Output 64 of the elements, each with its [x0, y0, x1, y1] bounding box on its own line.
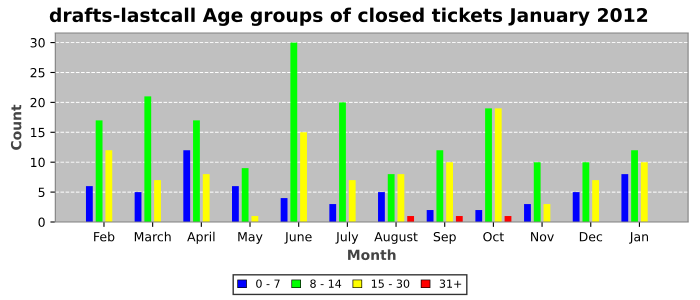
bar	[105, 150, 112, 222]
bar	[398, 174, 404, 222]
bar	[592, 180, 600, 222]
bar	[134, 192, 142, 222]
bar	[407, 216, 414, 222]
y-tick-label: 25	[30, 68, 44, 78]
x-tick-label: Jan	[629, 232, 648, 244]
y-tick-label: 30	[30, 38, 45, 48]
bar	[640, 162, 648, 222]
bar	[329, 204, 336, 222]
x-tick-label: June	[284, 232, 312, 244]
legend-label: 31+	[440, 279, 462, 288]
x-tick-label: March	[134, 232, 171, 242]
bar	[494, 108, 502, 222]
x-tick-label: Sep	[434, 232, 456, 244]
bar	[426, 210, 434, 222]
x-tick-label: August	[374, 232, 418, 244]
bar	[504, 216, 512, 222]
bar	[144, 96, 152, 222]
bar	[232, 186, 239, 222]
bar	[154, 180, 161, 222]
bar	[300, 132, 307, 222]
bar	[242, 168, 249, 222]
legend-label: 0 - 7	[256, 279, 280, 288]
y-tick-label: 5	[38, 188, 44, 198]
y-tick-label: 20	[30, 98, 45, 108]
bar	[86, 186, 93, 222]
bar	[436, 150, 444, 222]
y-axis-title: Count	[10, 104, 22, 150]
x-tick-label: April	[187, 232, 214, 244]
x-tick-label: July	[335, 232, 358, 244]
x-tick-label: Oct	[483, 232, 504, 242]
bar	[378, 192, 385, 222]
legend-label: 15 - 30	[372, 279, 410, 288]
bar	[446, 162, 453, 222]
bar	[183, 150, 190, 222]
bar	[280, 198, 288, 222]
x-tick-label: Feb	[94, 232, 114, 242]
bar	[485, 108, 492, 222]
bar	[631, 150, 638, 222]
bar	[388, 174, 395, 222]
bar	[544, 204, 550, 222]
x-axis-title: Month	[348, 249, 396, 260]
y-tick-label: 0	[38, 217, 45, 227]
bar	[339, 102, 346, 222]
legend-label: 8 - 14	[310, 279, 342, 288]
y-tick-label: 15	[31, 128, 44, 138]
bar	[524, 204, 531, 222]
bar	[534, 162, 541, 222]
bar	[290, 42, 298, 222]
chart-title: drafts-lastcall Age groups of closed tickets January 2012	[50, 8, 648, 26]
bar	[475, 210, 482, 222]
bar	[251, 216, 258, 222]
x-tick-label: May	[238, 232, 263, 244]
bar	[96, 120, 103, 222]
x-tick-label: Nov	[531, 232, 554, 242]
bar	[582, 162, 590, 222]
bar	[348, 180, 356, 222]
bar	[572, 192, 580, 222]
y-tick-label: 10	[31, 158, 45, 168]
bar	[193, 120, 200, 222]
bar	[202, 174, 210, 222]
x-tick-label: Dec	[580, 232, 602, 242]
bar	[621, 174, 628, 222]
